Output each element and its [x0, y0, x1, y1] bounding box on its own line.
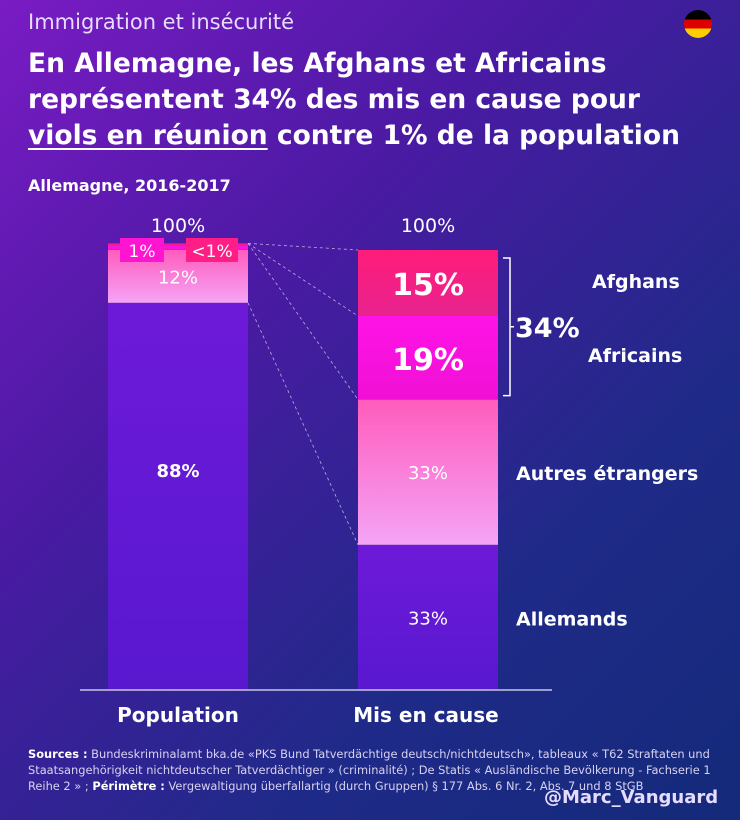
connector-lines — [247, 243, 359, 545]
badge-population-afghans — [186, 238, 238, 262]
value-label-mis-en-cause-africains: 19% — [392, 343, 464, 378]
bar-segment-africains-mis-en-cause — [358, 316, 498, 400]
headline-part-1: En Allemagne, les Afghans et Africains r… — [28, 48, 640, 115]
connector-line-4 — [247, 302, 359, 545]
category-label-population: Population — [117, 703, 239, 727]
labels: 100% 100% 88% 12%1% <1% 15% 19% 33% 33% 34% Afghan… — [117, 215, 698, 727]
series-label-africains: Africains — [588, 345, 682, 367]
sources-text: Bundeskriminalamt bka.de «PKS Bund Tatve… — [28, 747, 711, 793]
bar-segment-autres-etrangers-mis-en-cause — [358, 399, 498, 545]
headline-part-2: contre 1% de la population — [267, 120, 680, 151]
value-label-mis-en-cause-autres-etrangers: 33% — [408, 463, 448, 484]
value-label-population-autres-etrangers: 12% — [158, 267, 198, 288]
category-label-mis-en-cause: Mis en cause — [353, 703, 498, 727]
connector-line-1 — [247, 243, 359, 251]
bar-segment-afghans-mis-en-cause — [358, 250, 498, 316]
sources-note: Sources : Bundeskriminalamt bka.de «PKS … — [28, 746, 728, 794]
group-bracket — [503, 257, 514, 397]
germany-flag-icon — [684, 10, 712, 38]
connector-line-3 — [247, 243, 359, 400]
group-annotation-label: 34% — [515, 313, 580, 344]
total-label-mis-en-cause: 100% — [401, 215, 455, 237]
series-label-autres-etrangers: Autres étrangers — [516, 463, 698, 485]
stacked-bar-chart: 100% 100% 88% 12%1% <1% 15% 19% 33% 33% 34% Afghan… — [80, 215, 698, 727]
total-label-population: 100% — [151, 215, 205, 237]
value-label-population-afghans: <1% — [191, 242, 232, 262]
series-label-afghans: Afghans — [592, 271, 680, 293]
value-label-population-allemands: 88% — [156, 461, 199, 482]
headline-underlined: viols en réunion — [28, 120, 268, 151]
bar-segment-allemands-population — [108, 302, 248, 690]
badge-population-africains — [120, 238, 164, 262]
perimeter-text: Vergewaltigung überfallartig (durch Grup… — [164, 779, 644, 793]
connector-line-2 — [247, 243, 359, 317]
kicker: Immigration et insécurité — [28, 10, 294, 34]
value-label-mis-en-cause-allemands: 33% — [408, 608, 448, 629]
bar-segment-afghans-population — [108, 243, 248, 246]
chart-subtitle: Allemagne, 2016-2017 — [28, 176, 231, 195]
headline: En Allemagne, les Afghans et Africains r… — [28, 46, 718, 154]
series-label-allemands: Allemands — [516, 608, 628, 630]
bar-segment-allemands-mis-en-cause — [358, 544, 498, 690]
bar-segment-africains-population — [108, 245, 248, 250]
value-label-population-africains: 1% — [129, 242, 156, 262]
author-handle: @Marc_Vanguard — [544, 787, 719, 808]
value-label-mis-en-cause-afghans: 15% — [392, 268, 464, 303]
sources-label: Sources : — [28, 747, 88, 761]
perimeter-label: Périmètre : — [92, 779, 165, 793]
